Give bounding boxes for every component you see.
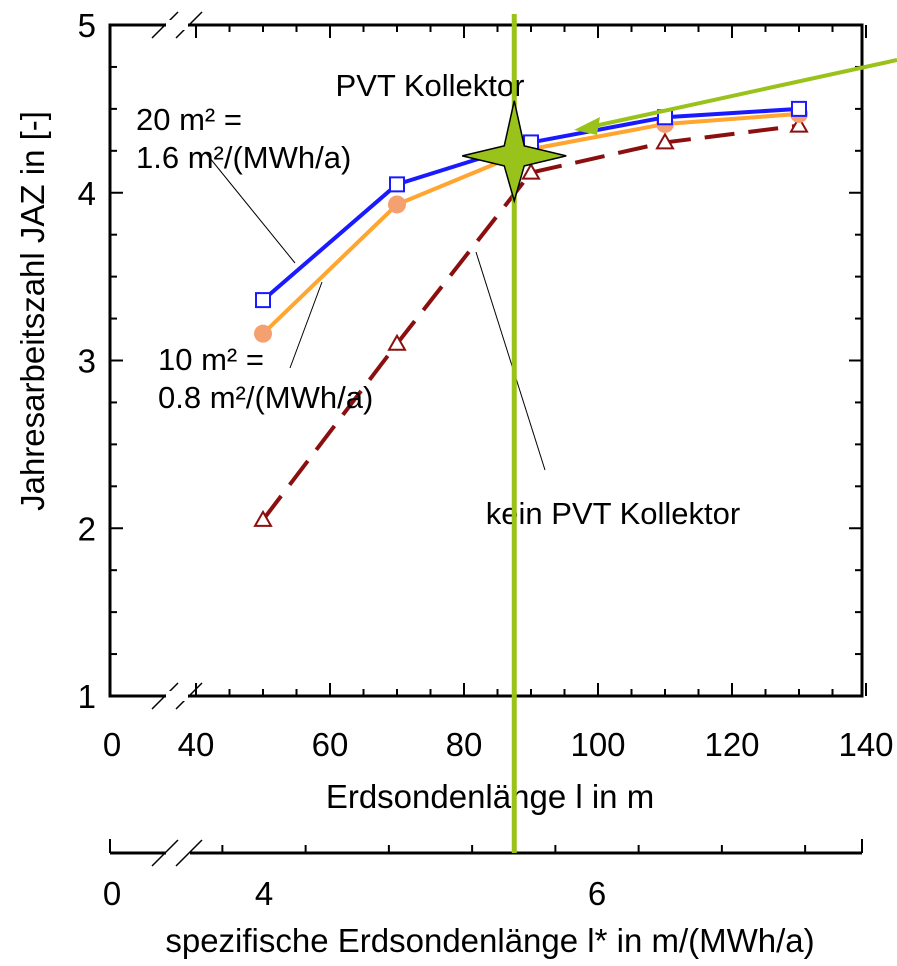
data-point (254, 324, 272, 343)
arrow-head (574, 117, 600, 135)
arrow-shaft (589, 58, 897, 129)
x-tick-label: 40 (178, 726, 215, 763)
axis-tick-labels: 0 40 60 80 100 120 140 1 2 3 4 5 (78, 7, 894, 763)
secondary-break-2 (175, 839, 203, 867)
leader-10m2 (289, 281, 323, 369)
secondary-x-axis: 046810 spezifische Erdsondenlänge l* in … (103, 839, 863, 959)
x-tick-label: 80 (446, 726, 483, 763)
secondary-tick-label: 0 (103, 875, 121, 912)
series-triangle (253, 115, 809, 527)
y-tick-label: 1 (78, 678, 96, 715)
x-tick-label: 140 (838, 726, 893, 763)
annotation-kein-pvt: kein PVT Kollektor (486, 496, 740, 531)
data-point (255, 292, 271, 309)
annotation-10m2-line2: 0.8 m²/(MWh/a) (158, 380, 373, 415)
x-tick-label: 60 (312, 726, 349, 763)
secondary-axis-ticks (109, 839, 863, 853)
data-point (389, 176, 405, 193)
data-point (521, 162, 541, 180)
data-point (387, 333, 407, 351)
data-point (388, 195, 406, 214)
annotation-pvt: PVT Kollektor (336, 68, 525, 103)
leader-20m2 (204, 151, 296, 264)
data-point (789, 115, 809, 133)
y-tick-label: 3 (78, 343, 96, 380)
annotation-20m2-line2: 1.6 m²/(MWh/a) (136, 140, 351, 175)
axis-breaks (151, 11, 203, 710)
x-tick-label: 100 (570, 726, 625, 763)
break-gap-bottom (166, 691, 188, 701)
data-point (791, 100, 807, 117)
y-break-bottom-1 (151, 682, 179, 710)
series-square (255, 100, 807, 309)
axis-ticks (110, 24, 867, 697)
annotation-leaders (204, 151, 546, 471)
y-axis-title: Jahresarbeitszahl JAZ in [-] (14, 111, 51, 511)
x-axis-title: Erdsondenlänge l in m (326, 778, 654, 815)
secondary-axis-tick-labels: 046810 (103, 875, 606, 912)
data-point (253, 509, 273, 527)
leader-kein (475, 251, 546, 471)
secondary-tick-label: 6 (588, 875, 606, 912)
x-tick-label: 0 (103, 726, 121, 763)
data-point (655, 132, 675, 150)
break-gaps (166, 20, 188, 701)
x-tick-label: 120 (704, 726, 759, 763)
break-gap-top (166, 20, 188, 30)
y-tick-label: 4 (78, 175, 96, 212)
pvt-marker-overlay (462, 14, 897, 853)
secondary-break-1 (151, 839, 179, 867)
series-layer (253, 100, 809, 527)
annotation-20m2-line1: 20 m² = (136, 102, 242, 137)
y-break-top-1 (151, 11, 179, 39)
y-break-top-2 (175, 11, 203, 39)
series-line (261, 123, 800, 522)
y-break-bottom-2 (175, 682, 203, 710)
pvt-star-marker (462, 100, 567, 204)
annotation-10m2-line1: 10 m² = (158, 342, 264, 377)
secondary-tick-label: 4 (255, 875, 273, 912)
secondary-x-axis-title: spezifische Erdsondenlänge l* in m/(MWh/… (165, 922, 814, 959)
y-tick-label: 2 (78, 510, 96, 547)
y-tick-label: 5 (78, 7, 96, 44)
